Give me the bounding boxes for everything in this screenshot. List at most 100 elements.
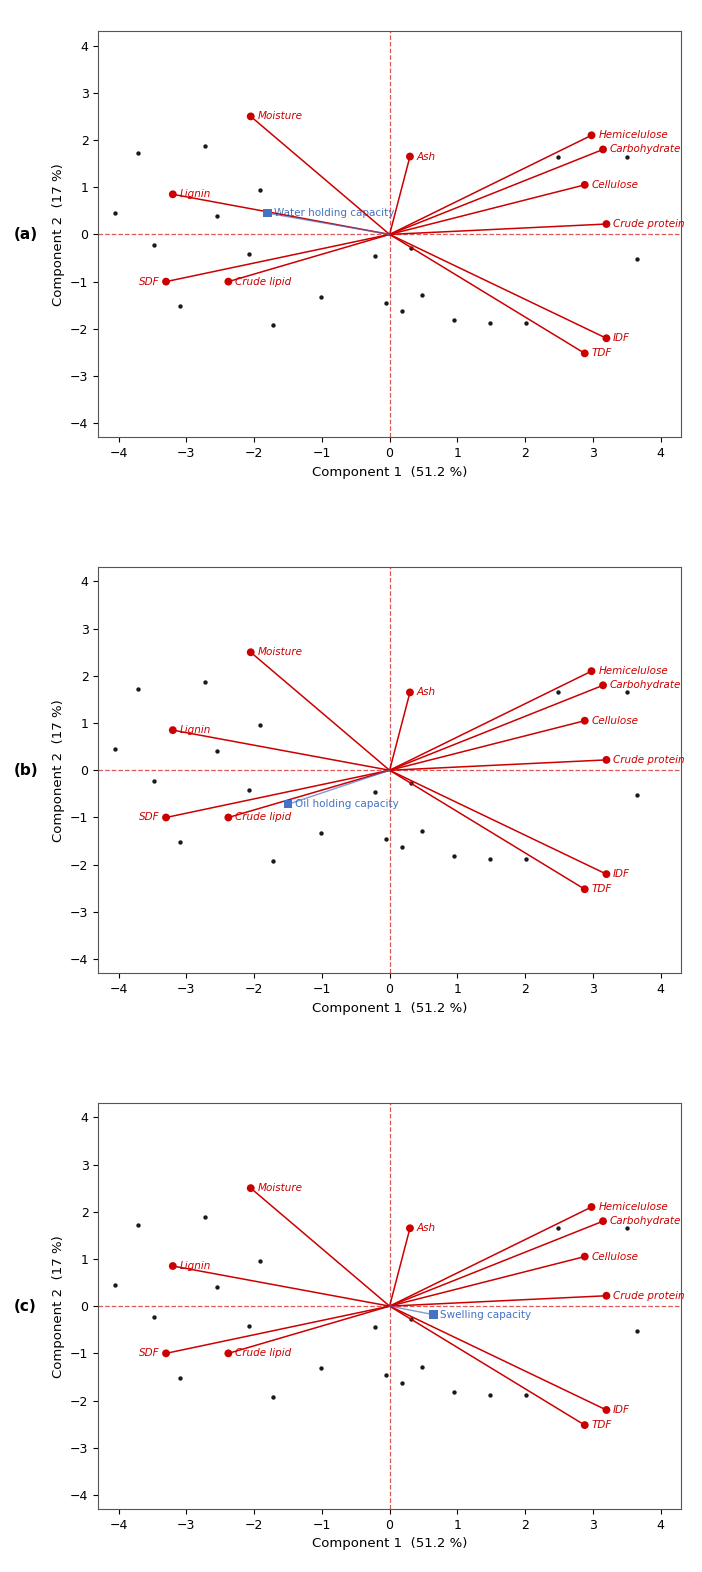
- Y-axis label: Component 2  (17 %): Component 2 (17 %): [52, 700, 65, 841]
- Text: IDF: IDF: [613, 869, 630, 879]
- Point: [579, 341, 590, 366]
- Point: [521, 1382, 532, 1407]
- Text: Moisture: Moisture: [258, 112, 303, 121]
- Y-axis label: Component 2  (17 %): Component 2 (17 %): [52, 163, 65, 307]
- Point: [211, 203, 223, 228]
- Point: [223, 269, 234, 294]
- Text: SDF: SDF: [138, 1349, 159, 1358]
- Text: TDF: TDF: [592, 883, 612, 894]
- Point: [369, 1314, 380, 1339]
- Point: [110, 201, 121, 226]
- Text: Oil holding capacity: Oil holding capacity: [295, 799, 399, 810]
- Text: Moisture: Moisture: [258, 648, 303, 657]
- Text: Cellulose: Cellulose: [592, 1251, 639, 1262]
- Point: [243, 778, 254, 803]
- Point: [315, 285, 326, 310]
- Point: [631, 247, 642, 272]
- Point: [243, 242, 254, 267]
- Point: [404, 1215, 416, 1240]
- Point: [621, 145, 633, 170]
- Point: [254, 712, 265, 737]
- Text: TDF: TDF: [592, 1420, 612, 1431]
- Point: [174, 830, 185, 855]
- Text: Cellulose: Cellulose: [592, 179, 639, 190]
- Point: [586, 1195, 597, 1220]
- Text: Hemicelulose: Hemicelulose: [598, 130, 668, 140]
- Point: [110, 736, 121, 761]
- Point: [601, 861, 612, 887]
- Point: [601, 747, 612, 772]
- Point: [110, 1272, 121, 1297]
- Point: [396, 835, 407, 860]
- Text: SDF: SDF: [138, 277, 159, 286]
- Point: [174, 1366, 185, 1391]
- Point: [597, 673, 609, 698]
- Point: [380, 827, 392, 852]
- Point: [267, 849, 279, 874]
- Point: [396, 299, 407, 324]
- Text: Swelling capacity: Swelling capacity: [440, 1309, 531, 1319]
- Text: (c): (c): [14, 1298, 37, 1314]
- Point: [579, 1413, 590, 1438]
- Text: Ash: Ash: [417, 151, 436, 162]
- Point: [132, 1212, 143, 1237]
- Text: Hemicelulose: Hemicelulose: [598, 667, 668, 676]
- Point: [579, 707, 590, 733]
- Point: [621, 679, 633, 704]
- Point: [552, 679, 563, 704]
- Point: [245, 104, 256, 129]
- X-axis label: Component 1  (51.2 %): Component 1 (51.2 %): [312, 1537, 468, 1550]
- Point: [449, 844, 460, 869]
- Point: [406, 1306, 417, 1331]
- Point: [380, 1363, 392, 1388]
- Text: Crude lipid: Crude lipid: [235, 277, 291, 286]
- Point: [161, 805, 172, 830]
- Point: [449, 308, 460, 333]
- Point: [521, 311, 532, 336]
- Point: [484, 311, 496, 336]
- Text: Lignin: Lignin: [180, 725, 211, 736]
- Text: (a): (a): [14, 226, 38, 242]
- Point: [484, 846, 496, 871]
- Point: [245, 640, 256, 665]
- Point: [484, 1382, 496, 1407]
- Point: [428, 1302, 439, 1327]
- Text: (b): (b): [14, 762, 39, 778]
- Point: [586, 123, 597, 148]
- Point: [148, 769, 159, 794]
- Point: [369, 244, 380, 269]
- Point: [579, 877, 590, 902]
- Point: [521, 846, 532, 871]
- Point: [254, 178, 265, 203]
- Point: [631, 783, 642, 808]
- Point: [601, 325, 612, 351]
- Point: [211, 739, 223, 764]
- Text: Crude lipid: Crude lipid: [235, 1349, 291, 1358]
- Point: [315, 821, 326, 846]
- Y-axis label: Component 2  (17 %): Component 2 (17 %): [52, 1234, 65, 1377]
- Text: SDF: SDF: [138, 813, 159, 822]
- Point: [167, 717, 178, 742]
- Point: [586, 659, 597, 684]
- Text: IDF: IDF: [613, 333, 630, 343]
- Point: [167, 182, 178, 208]
- Point: [579, 173, 590, 198]
- Text: Moisture: Moisture: [258, 1184, 303, 1193]
- Point: [267, 313, 279, 338]
- Point: [254, 1248, 265, 1273]
- Point: [552, 1215, 563, 1240]
- Text: Carbohydrate: Carbohydrate: [610, 145, 681, 154]
- Point: [621, 1215, 633, 1240]
- Point: [380, 291, 392, 316]
- Text: Hemicelulose: Hemicelulose: [598, 1203, 668, 1212]
- Text: Lignin: Lignin: [180, 1261, 211, 1272]
- Text: Crude protein: Crude protein: [613, 755, 685, 766]
- Text: Lignin: Lignin: [180, 189, 211, 200]
- Point: [132, 140, 143, 165]
- Point: [416, 817, 428, 843]
- Point: [223, 1341, 234, 1366]
- Point: [223, 805, 234, 830]
- Point: [416, 1353, 428, 1379]
- Point: [597, 1209, 609, 1234]
- Point: [404, 145, 416, 170]
